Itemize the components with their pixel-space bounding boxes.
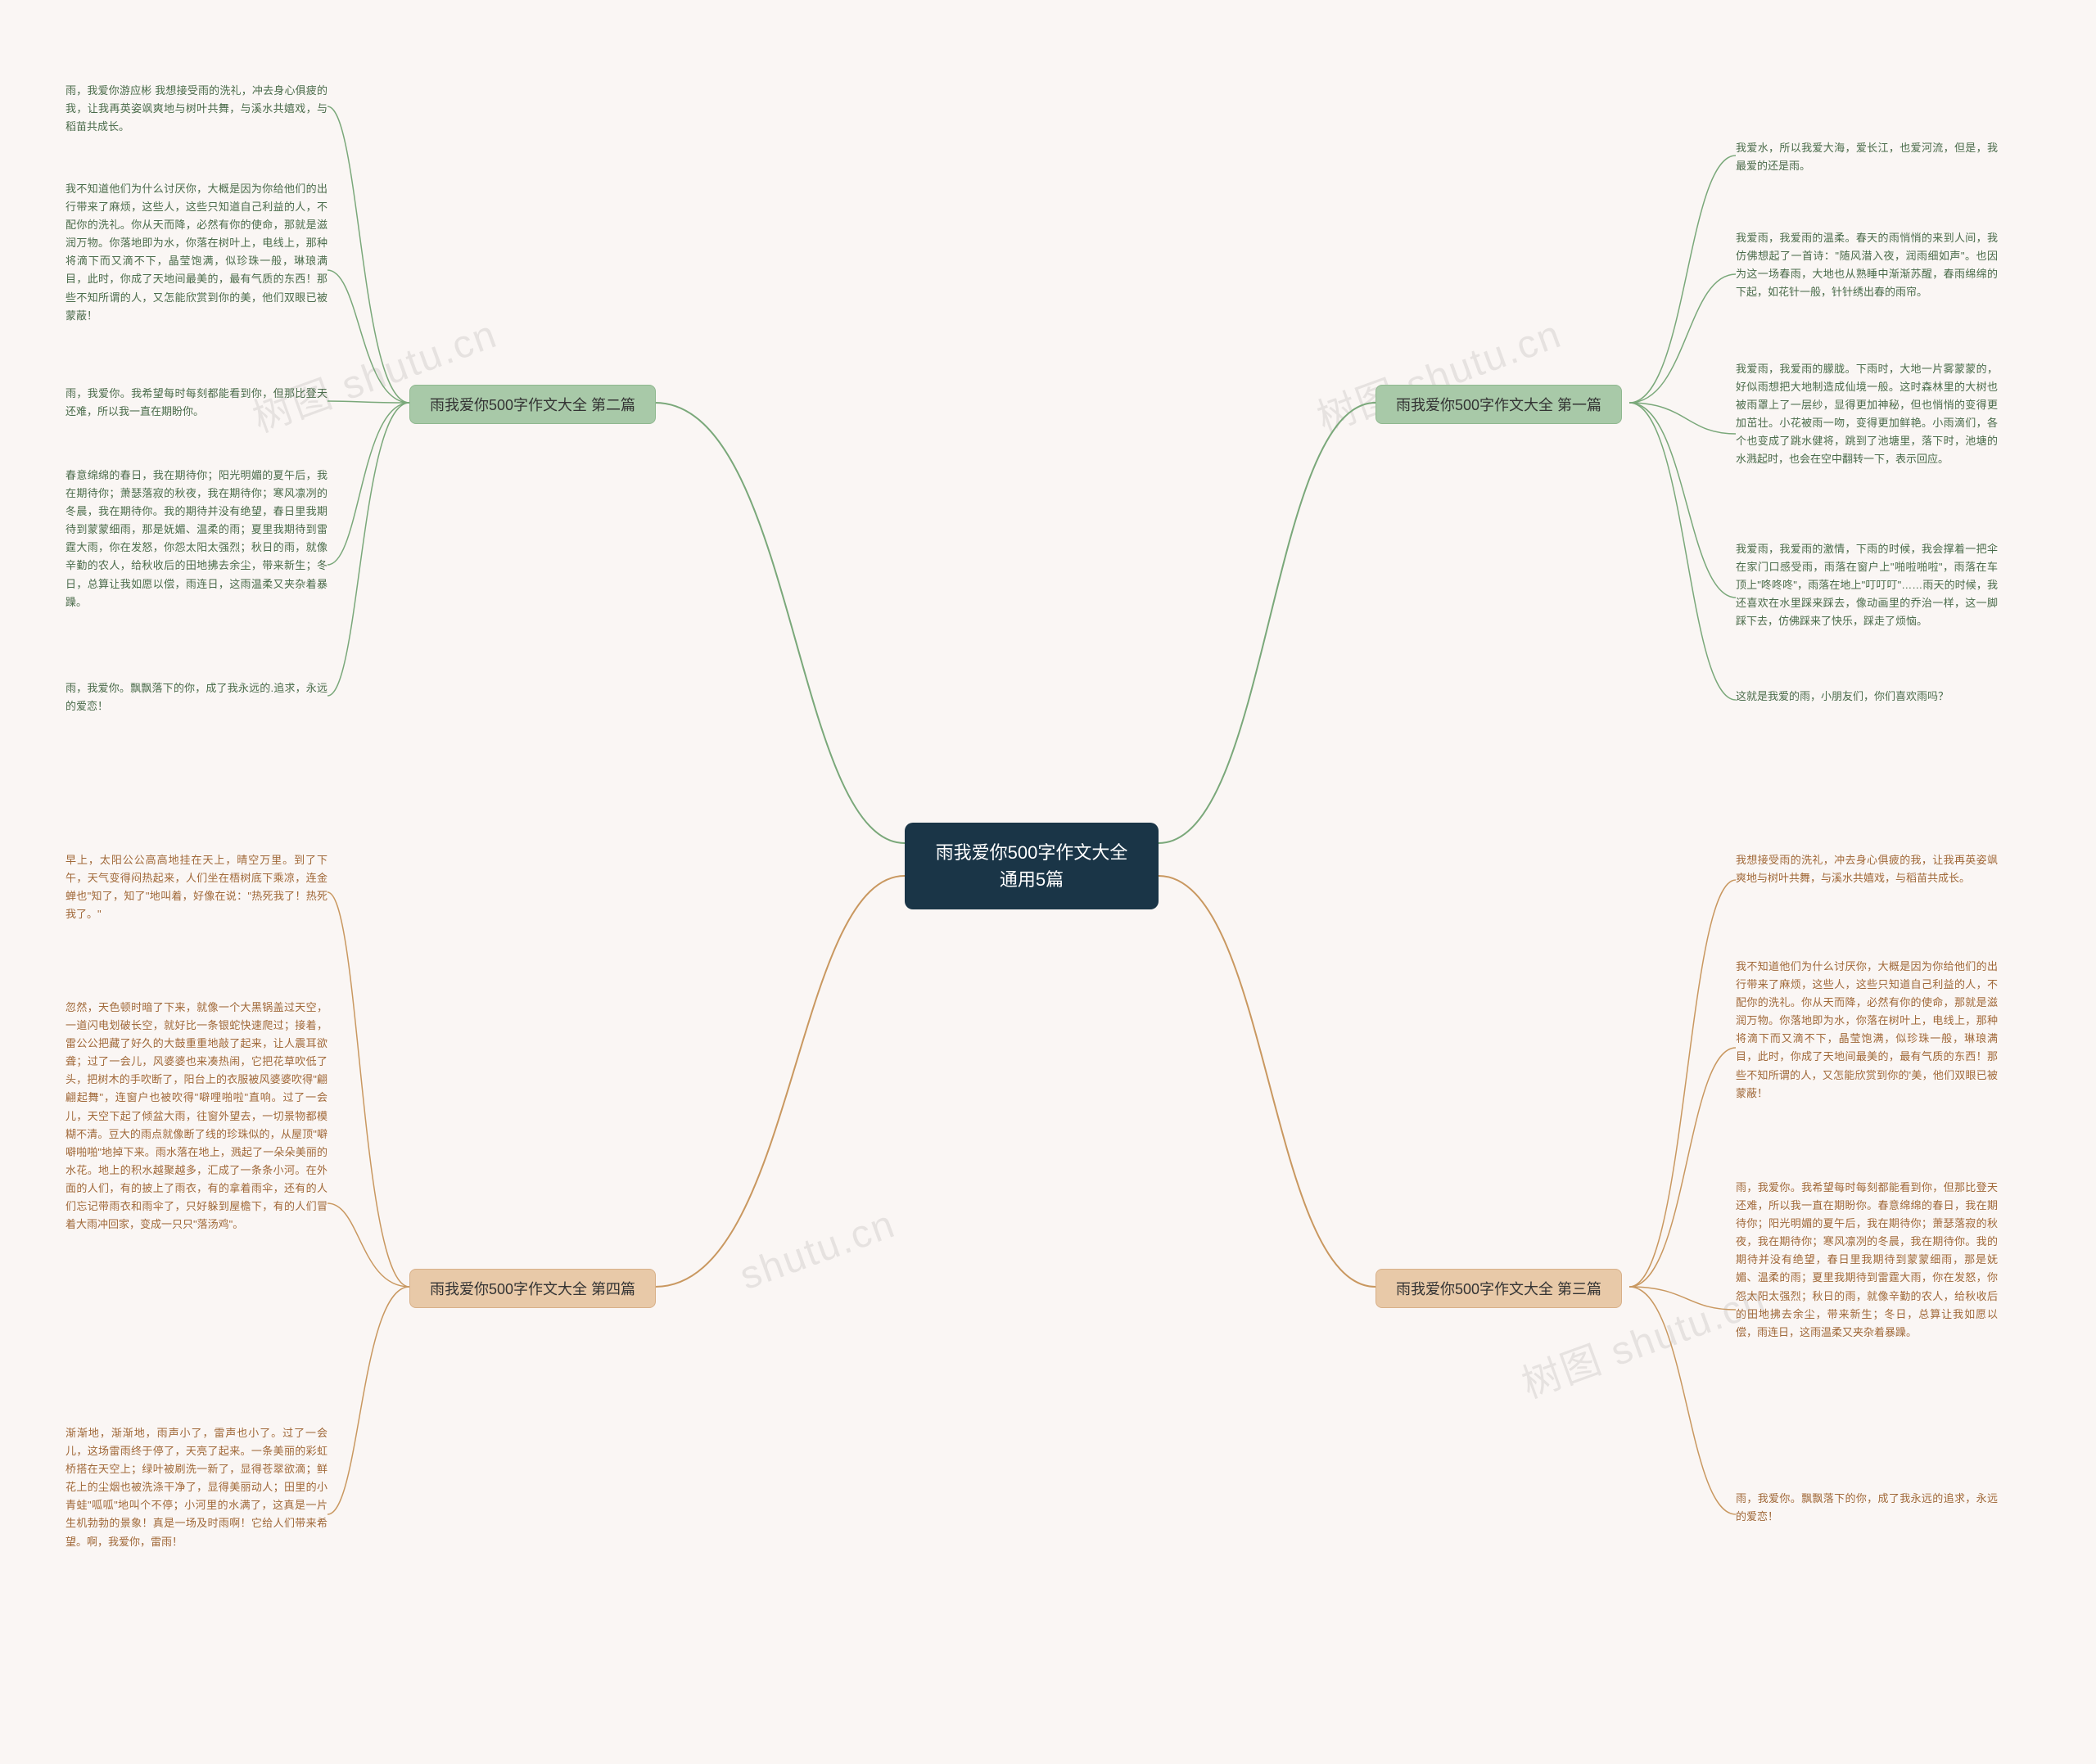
branch-node-2: 雨我爱你500字作文大全 第二篇 (409, 385, 656, 424)
center-node: 雨我爱你500字作文大全 通用5篇 (905, 823, 1159, 909)
leaf-b3-2: 雨，我爱你。我希望每时每刻都能看到你，但那比登天还难，所以我一直在期盼你。春意绵… (1736, 1179, 1998, 1342)
leaf-b1-1: 我爱雨，我爱雨的温柔。春天的雨悄悄的来到人间，我仿佛想起了一首诗："随风潜入夜，… (1736, 229, 1998, 301)
watermark: shutu.cn (734, 1202, 901, 1299)
leaf-b3-0: 我想接受雨的洗礼，冲去身心俱疲的我，让我再英姿飒爽地与树叶共舞，与溪水共嬉戏，与… (1736, 851, 1998, 887)
leaf-b4-0: 早上，太阳公公高高地挂在天上，晴空万里。到了下午，天气变得闷热起来，人们坐在梧树… (66, 851, 328, 923)
leaf-b2-1: 我不知道他们为什么讨厌你，大概是因为你给他们的出行带来了麻烦，这些人，这些只知道… (66, 180, 328, 325)
branch-node-3: 雨我爱你500字作文大全 第三篇 (1376, 1269, 1622, 1308)
leaf-b1-3: 我爱雨，我爱雨的激情，下雨的时候，我会撑着一把伞在家门口感受雨，雨落在窗户上"啪… (1736, 540, 1998, 630)
center-title-line2: 通用5篇 (929, 866, 1134, 893)
leaf-b3-1: 我不知道他们为什么讨厌你，大概是因为你给他们的出行带来了麻烦，这些人，这些只知道… (1736, 958, 1998, 1103)
branch-node-4: 雨我爱你500字作文大全 第四篇 (409, 1269, 656, 1308)
leaf-b1-2: 我爱雨，我爱雨的朦胧。下雨时，大地一片雾蒙蒙的，好似雨想把大地制造成仙境一般。这… (1736, 360, 1998, 469)
center-title-line1: 雨我爱你500字作文大全 (929, 839, 1134, 866)
leaf-b4-1: 忽然，天色顿时暗了下来，就像一个大黑锅盖过天空，一道闪电划破长空，就好比一条银蛇… (66, 999, 328, 1234)
leaf-b2-4: 雨，我爱你。飘飘落下的你，成了我永远的.追求，永远的爱恋！ (66, 679, 328, 715)
leaf-b3-3: 雨，我爱你。飘飘落下的你，成了我永远的追求，永远的爱恋！ (1736, 1490, 1998, 1526)
leaf-b2-0: 雨，我爱你游应彬 我想接受雨的洗礼，冲去身心俱疲的我，让我再英姿飒爽地与树叶共舞… (66, 82, 328, 136)
leaf-b2-2: 雨，我爱你。我希望每时每刻都能看到你，但那比登天还难，所以我一直在期盼你。 (66, 385, 328, 421)
leaf-b1-0: 我爱水，所以我爱大海，爱长江，也爱河流，但是，我最爱的还是雨。 (1736, 139, 1998, 175)
leaf-b2-3: 春意绵绵的春日，我在期待你；阳光明媚的夏午后，我在期待你；萧瑟落寂的秋夜，我在期… (66, 467, 328, 611)
leaf-b1-4: 这就是我爱的雨，小朋友们，你们喜欢雨吗？ (1736, 688, 1998, 706)
leaf-b4-2: 渐渐地，渐渐地，雨声小了，雷声也小了。过了一会儿，这场雷雨终于停了，天亮了起来。… (66, 1424, 328, 1551)
branch-node-1: 雨我爱你500字作文大全 第一篇 (1376, 385, 1622, 424)
